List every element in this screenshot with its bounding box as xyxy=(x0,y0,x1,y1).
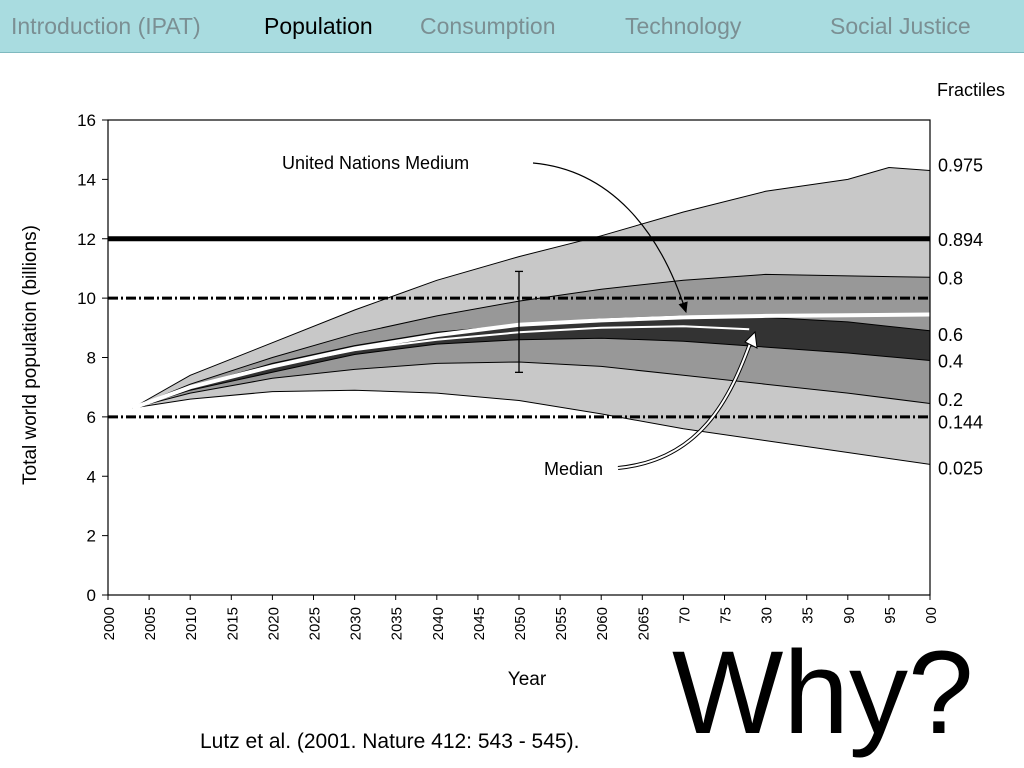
fractile-label: 0.025 xyxy=(938,458,983,478)
y-tick-label: 4 xyxy=(87,467,96,486)
band-0.4-0.6 xyxy=(132,315,930,408)
x-tick-label: 2025 xyxy=(307,607,324,640)
median-line xyxy=(132,325,750,409)
population-projection-chart: 0 2 4 6 8 10 12 14 16 2000 2005 2010 2015 2020 2025 203… xyxy=(20,80,1005,690)
fractile-label: 0.894 xyxy=(938,230,983,250)
why-headline: Why? xyxy=(672,627,974,759)
x-tick-label: 2010 xyxy=(183,607,200,640)
x-tick-label: 2045 xyxy=(471,607,488,640)
annotation-median: Median xyxy=(544,459,603,479)
fractiles-header: Fractiles xyxy=(937,80,1005,100)
arrow-median-head xyxy=(744,330,758,349)
x-tick-label: 75 xyxy=(718,607,735,624)
fractile-label: 0.8 xyxy=(938,268,963,288)
x-tick-label: 2035 xyxy=(389,607,406,640)
y-tick-label: 14 xyxy=(77,170,96,189)
y-tick-label: 16 xyxy=(77,111,96,130)
y-tick-label: 12 xyxy=(77,230,96,249)
fractile-label: 0.4 xyxy=(938,351,963,371)
y-tick-label: 6 xyxy=(87,408,96,427)
fractile-label: 0.2 xyxy=(938,390,963,410)
band-0.2-0.8 xyxy=(132,274,930,408)
x-tick-label: 00 xyxy=(923,607,940,624)
x-tick-label: 2005 xyxy=(142,607,159,640)
x-tick-label: 2065 xyxy=(635,607,652,640)
top-nav-bar: Introduction (IPAT) Population Consumpti… xyxy=(0,0,1024,53)
tab-population[interactable]: Population xyxy=(264,13,373,39)
y-tick-label: 10 xyxy=(77,289,96,308)
x-tick-label: 95 xyxy=(882,607,899,624)
tab-technology[interactable]: Technology xyxy=(625,13,742,39)
fractile-line-0.025 xyxy=(132,389,931,465)
y-tick-label: 0 xyxy=(87,586,96,605)
y-tick-label: 2 xyxy=(87,527,96,546)
x-tick-label: 2050 xyxy=(512,607,529,640)
fractile-label: 0.975 xyxy=(938,156,983,176)
x-tick-label: 2015 xyxy=(224,607,241,640)
x-tick-label: 2060 xyxy=(594,607,611,640)
citation: Lutz et al. (2001. Nature 412: 543 - 545… xyxy=(200,730,580,753)
x-tick-label: 90 xyxy=(841,607,858,624)
x-tick-label: 70 xyxy=(676,607,693,624)
tab-consumption[interactable]: Consumption xyxy=(420,13,556,39)
tab-social-justice[interactable]: Social Justice xyxy=(830,13,971,39)
arrow-median xyxy=(617,337,753,469)
x-tick-label: 30 xyxy=(759,607,776,624)
y-tick-label: 8 xyxy=(87,349,96,368)
fractile-line-0.975 xyxy=(132,166,931,409)
x-axis-label: Year xyxy=(508,669,547,690)
x-tick-label: 2055 xyxy=(553,607,570,640)
annotation-un-medium: United Nations Medium xyxy=(282,153,469,173)
fractile-label: 0.6 xyxy=(938,325,963,345)
x-tick-label: 2040 xyxy=(430,607,447,640)
x-tick-label: 2000 xyxy=(101,607,118,640)
x-tick-label: 35 xyxy=(800,607,817,624)
arrow-un-medium xyxy=(532,162,688,314)
x-tick-label: 2020 xyxy=(265,607,282,640)
tab-introduction-ipat[interactable]: Introduction (IPAT) xyxy=(11,13,201,39)
y-axis-label: Total world population (billions) xyxy=(20,225,41,485)
fractile-label: 0.144 xyxy=(938,412,983,432)
x-tick-label: 2030 xyxy=(348,607,365,640)
